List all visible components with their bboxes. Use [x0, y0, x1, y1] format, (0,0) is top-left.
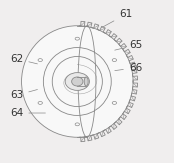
Text: 65: 65: [115, 40, 142, 50]
Ellipse shape: [84, 77, 88, 86]
Text: 66: 66: [115, 63, 142, 73]
Ellipse shape: [22, 26, 133, 137]
Text: 64: 64: [10, 108, 45, 118]
Text: 62: 62: [10, 54, 37, 64]
Ellipse shape: [72, 77, 83, 86]
Text: 63: 63: [10, 89, 37, 100]
Ellipse shape: [65, 73, 89, 90]
Text: 61: 61: [102, 9, 132, 28]
